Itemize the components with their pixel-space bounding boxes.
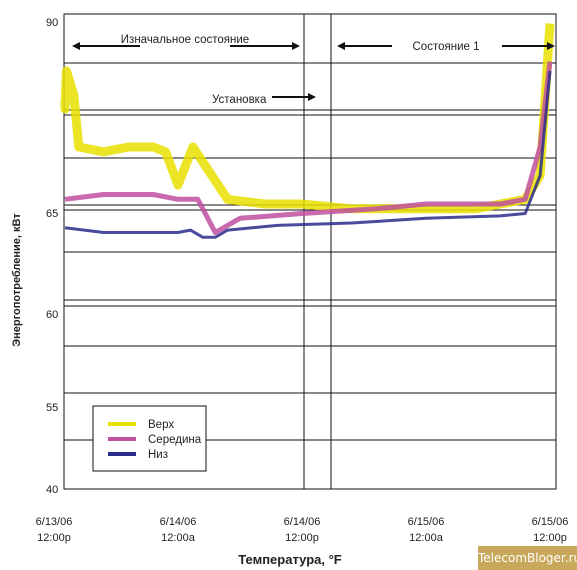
legend-swatch-middle (108, 437, 136, 441)
x-tick-time-2: 12:00a (161, 532, 196, 544)
y-tick-90: 90 (46, 17, 58, 29)
legend-label-middle: Середина (148, 434, 202, 446)
legend-label-bottom: Низ (148, 449, 168, 461)
x-tick-date-1: 6/13/06 (36, 516, 73, 528)
x-tick-time-3: 12:00p (285, 532, 319, 544)
annotation-state-1: Состояние 1 (337, 41, 555, 53)
x-tick-date-3: 6/14/06 (284, 516, 321, 528)
y-tick-55: 55 (46, 402, 58, 414)
annotation-installation-text: Установка (212, 94, 267, 106)
legend-swatch-bottom (108, 452, 136, 456)
y-axis-title: Энергопотребление, кВт (11, 213, 23, 347)
x-tick-time-4: 12:00a (409, 532, 444, 544)
annotation-initial-state: Изначальное состояние (72, 34, 300, 50)
series-line-3 (64, 70, 552, 239)
x-tick-time-5: 12:00p (533, 532, 567, 544)
x-tick-date-2: 6/14/06 (160, 516, 197, 528)
x-ticks: 6/13/06 12:00p 6/14/06 12:00a 6/14/06 12… (36, 516, 569, 544)
annotation-initial-state-text: Изначальное состояние (121, 34, 249, 46)
annotation-state-1-text: Состояние 1 (413, 41, 480, 53)
horizontal-grid (64, 62, 556, 441)
y-tick-60: 60 (46, 309, 58, 321)
series-layer (60, 23, 555, 239)
x-axis-title: Температура, °F (238, 552, 342, 567)
y-tick-65: 65 (46, 208, 58, 220)
x-tick-date-5: 6/15/06 (532, 516, 569, 528)
legend-label-top: Верх (148, 419, 174, 431)
y-tick-40: 40 (46, 484, 58, 496)
legend: Верх Середина Низ (92, 405, 207, 472)
series-line-2 (64, 61, 553, 235)
x-tick-time-1: 12:00p (37, 532, 71, 544)
watermark: TelecomBloger.ru (478, 546, 577, 570)
legend-swatch-top (108, 422, 136, 426)
annotation-installation: Установка (212, 93, 316, 106)
x-tick-date-4: 6/15/06 (408, 516, 445, 528)
